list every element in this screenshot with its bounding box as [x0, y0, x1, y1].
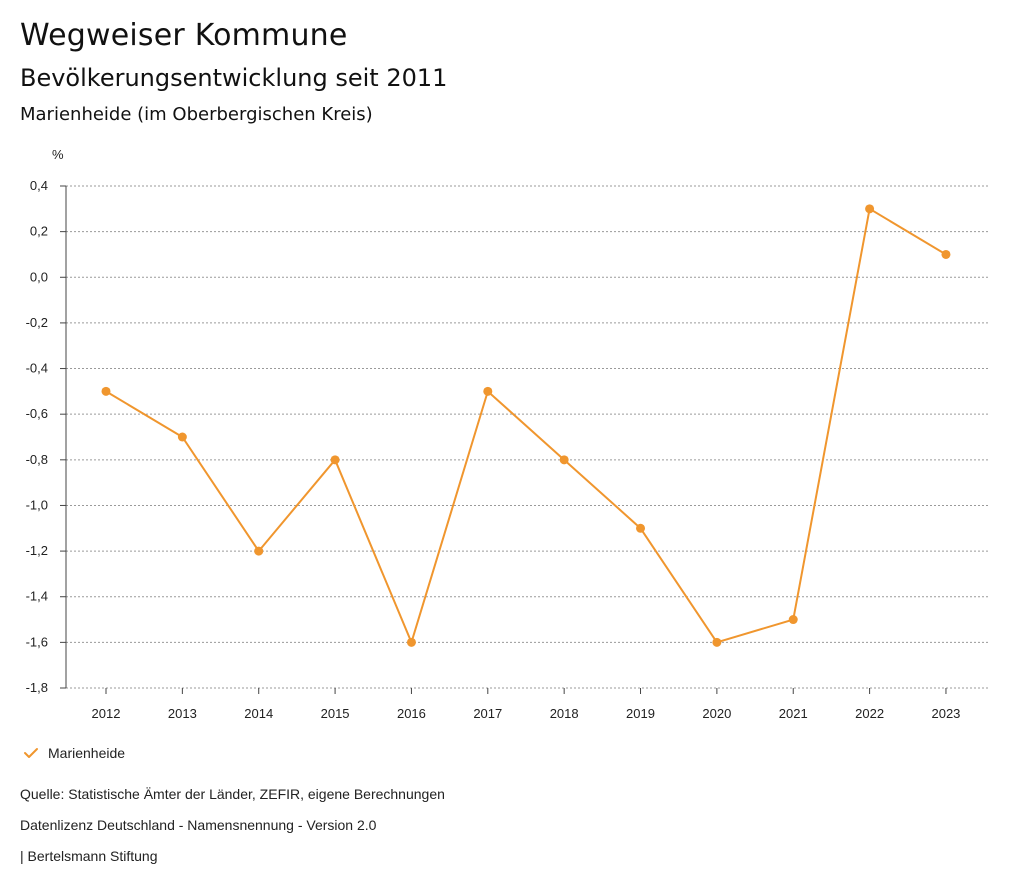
- y-tick-label: -0,8: [26, 452, 48, 467]
- data-point[interactable]: [941, 249, 951, 259]
- x-axis-ticks: 2012 2013 2014 2015 2016 2017 2018 2019 2020 2021…: [92, 688, 960, 721]
- x-tick-label: 2018: [550, 706, 579, 721]
- x-tick-label: 2016: [397, 706, 426, 721]
- x-tick-label: 2014: [244, 706, 273, 721]
- data-point[interactable]: [330, 455, 340, 465]
- y-tick-label: 0,2: [30, 224, 48, 239]
- data-point[interactable]: [177, 432, 187, 442]
- legend-label: Marienheide: [48, 745, 126, 761]
- x-tick-label: 2019: [626, 706, 655, 721]
- data-point[interactable]: [254, 546, 264, 556]
- data-point[interactable]: [101, 386, 111, 396]
- y-tick-label: -1,4: [26, 589, 48, 604]
- y-tick-label: -0,2: [26, 315, 48, 330]
- y-axis-ticks: 0,4 0,2 0,0 -0,2 -0,4 -0,6 -0,8 -1,0 -1,2 -1,4 -1,…: [26, 178, 67, 695]
- source-note: Quelle: Statistische Ämter der Länder, Z…: [20, 786, 445, 802]
- license-note: Datenlizenz Deutschland - Namensnennung …: [20, 817, 377, 833]
- y-tick-label: -1,0: [26, 497, 48, 512]
- y-tick-label: -0,6: [26, 406, 48, 421]
- x-tick-label: 2013: [168, 706, 197, 721]
- y-tick-label: 0,4: [30, 178, 48, 193]
- x-tick-label: 2015: [321, 706, 350, 721]
- x-tick-label: 2017: [473, 706, 502, 721]
- x-tick-label: 2021: [779, 706, 808, 721]
- y-tick-label: -0,4: [26, 361, 48, 376]
- line-chart: % 0,4 0,2 0,0 -0,2 -0,4 -0,6 -0,8 -1,0 -1,2 -1,4 -…: [26, 147, 990, 721]
- series-line-marienheide: [105, 207, 947, 646]
- data-point[interactable]: [406, 637, 416, 647]
- credit-note: | Bertelsmann Stiftung: [20, 848, 158, 864]
- y-tick-label: -1,2: [26, 543, 48, 558]
- gridlines: [66, 185, 990, 689]
- data-point[interactable]: [865, 204, 875, 214]
- x-tick-label: 2020: [702, 706, 731, 721]
- check-icon: [24, 748, 38, 758]
- page-title: Wegweiser Kommune: [20, 18, 348, 53]
- legend[interactable]: Marienheide: [22, 744, 125, 762]
- chart-subtitle: Bevölkerungsentwicklung seit 2011: [20, 64, 448, 92]
- x-tick-label: 2023: [931, 706, 960, 721]
- data-point[interactable]: [788, 615, 798, 625]
- region-label: Marienheide (im Oberbergischen Kreis): [20, 104, 373, 125]
- data-point[interactable]: [636, 523, 646, 533]
- data-point[interactable]: [559, 455, 569, 465]
- series-group: [101, 204, 951, 647]
- data-point[interactable]: [483, 386, 493, 396]
- y-axis-unit-label: %: [52, 147, 64, 162]
- y-tick-label: -1,6: [26, 634, 48, 649]
- data-point[interactable]: [712, 637, 722, 647]
- x-tick-label: 2012: [92, 706, 121, 721]
- y-tick-label: -1,8: [26, 680, 48, 695]
- y-tick-label: 0,0: [30, 269, 48, 284]
- x-tick-label: 2022: [855, 706, 884, 721]
